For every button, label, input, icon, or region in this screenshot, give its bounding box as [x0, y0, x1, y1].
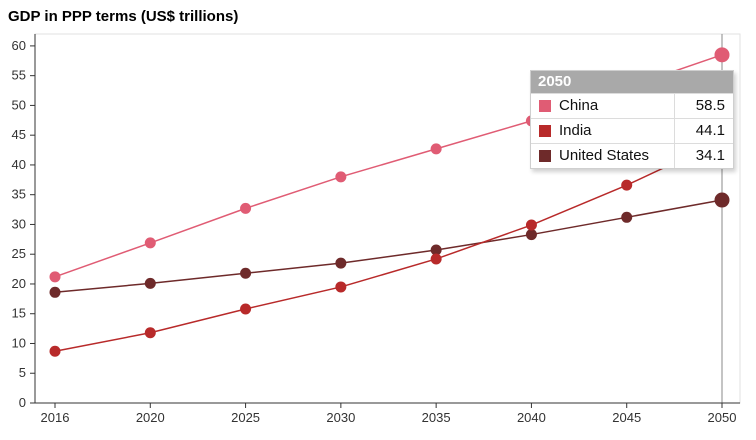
data-point-united-states — [144, 277, 156, 289]
x-tick-label: 2050 — [708, 410, 737, 425]
data-point-united-states — [49, 286, 61, 298]
tooltip: 2050 China 58.5 India 44.1 United States… — [530, 70, 734, 169]
data-point-india — [621, 179, 633, 191]
x-axis: 2016 2020 2025 2030 2035 2040 2045 2050 — [35, 402, 740, 425]
x-tick-label: 2016 — [41, 410, 70, 425]
data-point-india — [335, 281, 347, 293]
data-point-united-states — [621, 211, 633, 223]
legend-swatch-united-states — [539, 150, 551, 162]
data-point-united-states — [335, 257, 347, 269]
data-point-united-states — [714, 192, 730, 208]
y-tick-label: 35 — [12, 187, 26, 202]
data-point-united-states — [430, 244, 442, 256]
data-point-china — [714, 47, 730, 63]
data-point-china — [144, 237, 156, 249]
tooltip-series-name: India — [559, 122, 592, 139]
x-tick-label: 2020 — [136, 410, 165, 425]
data-point-india — [240, 303, 252, 315]
x-tick-label: 2025 — [231, 410, 260, 425]
tooltip-series-value: 58.5 — [674, 94, 733, 118]
y-tick-label: 0 — [19, 395, 26, 410]
y-axis: 0 5 10 15 20 25 30 35 40 45 50 55 60 — [12, 34, 36, 410]
tooltip-series-name: China — [559, 97, 599, 114]
tooltip-series-value: 44.1 — [674, 119, 733, 143]
chart-title: GDP in PPP terms (US$ trillions) — [8, 8, 239, 25]
data-point-china — [240, 202, 252, 214]
data-point-united-states — [525, 229, 537, 241]
data-point-india — [144, 327, 156, 339]
data-point-india — [49, 345, 61, 357]
x-tick-label: 2040 — [517, 410, 546, 425]
y-tick-label: 45 — [12, 127, 26, 142]
tooltip-row-united-states: United States 34.1 — [531, 143, 733, 168]
series-line-india — [54, 139, 723, 352]
y-tick-label: 40 — [12, 157, 26, 172]
data-point-india — [525, 219, 537, 231]
tooltip-row-china: China 58.5 — [531, 93, 733, 118]
series-line-united-states — [54, 199, 723, 294]
y-tick-label: 15 — [12, 306, 26, 321]
data-point-china — [335, 171, 347, 183]
y-tick-label: 10 — [12, 335, 26, 350]
data-point-india — [430, 253, 442, 265]
y-tick-label: 25 — [12, 246, 26, 261]
tooltip-series-value: 34.1 — [674, 144, 733, 168]
y-tick-label: 5 — [19, 365, 26, 380]
tooltip-series-name: United States — [559, 147, 650, 164]
y-tick-label: 60 — [12, 38, 26, 53]
tooltip-row-india: India 44.1 — [531, 118, 733, 143]
data-point-china — [430, 143, 442, 155]
x-tick-label: 2030 — [326, 410, 355, 425]
data-point-united-states — [240, 267, 252, 279]
tooltip-header: 2050 — [531, 71, 733, 93]
y-tick-label: 20 — [12, 276, 26, 291]
x-tick-label: 2035 — [422, 410, 451, 425]
legend-swatch-india — [539, 125, 551, 137]
x-tick-label: 2045 — [612, 410, 641, 425]
y-tick-label: 55 — [12, 68, 26, 83]
y-tick-label: 50 — [12, 97, 26, 112]
legend-swatch-china — [539, 100, 551, 112]
data-point-china — [49, 271, 61, 283]
y-tick-label: 30 — [12, 216, 26, 231]
